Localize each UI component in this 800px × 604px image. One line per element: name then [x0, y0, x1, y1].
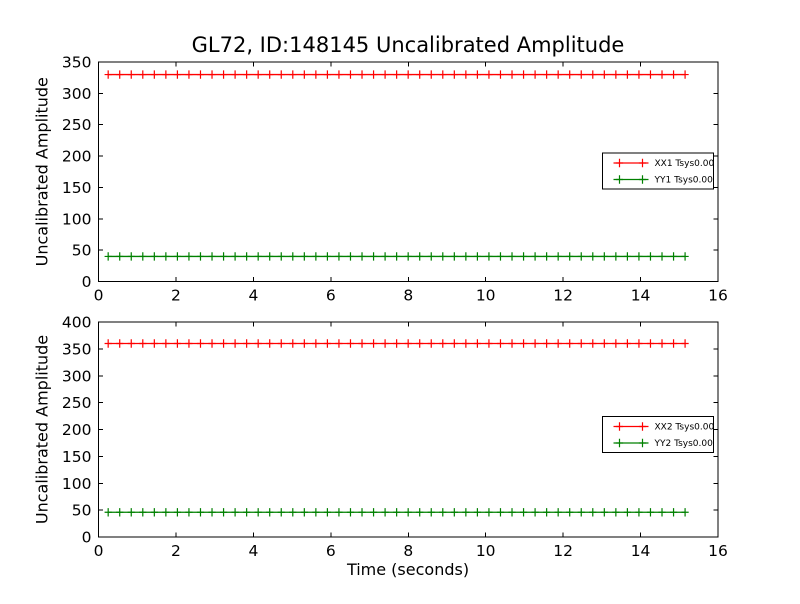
y-tick-label: 200	[62, 148, 92, 166]
y-tick-label: 0	[82, 529, 92, 547]
legend-sample-marker	[615, 175, 647, 184]
y-axis-label: Uncalibrated Amplitude	[33, 335, 52, 524]
y-tick-label: 400	[62, 314, 92, 332]
x-axis-label: Time (seconds)	[346, 560, 469, 579]
legend-sample-marker	[615, 438, 647, 448]
legend: XX2 Tsys0.00 YY2 Tsys0.00	[602, 416, 715, 453]
series-markers-YY1	[104, 252, 689, 261]
x-tick-label: 16	[708, 287, 728, 305]
legend-box	[602, 152, 714, 190]
y-tick-label: 200	[62, 421, 92, 439]
legend-entry-label: XX2 Tsys0.00	[655, 423, 715, 433]
y-tick-label: 300	[62, 367, 92, 385]
x-tick-label: 10	[476, 542, 496, 560]
y-tick-label: 300	[62, 85, 92, 103]
y-tick-label: 250	[62, 394, 92, 412]
legend-box	[602, 416, 714, 453]
figure-title: GL72, ID:148145 Uncalibrated Amplitude	[192, 33, 625, 57]
subplot-bottom: 0 2 4 6 8 10 12 14 16 0 50 100 150 200 250 300 350 400 Unc…	[33, 314, 728, 580]
y-tick-label: 0	[82, 273, 92, 291]
y-axis-label: Uncalibrated Amplitude	[33, 77, 52, 266]
x-tick-label: 14	[631, 287, 651, 305]
y-tick-label: 250	[62, 116, 92, 134]
y-tick-label: 150	[62, 179, 92, 197]
series-markers-XX1	[104, 70, 689, 79]
series-markers-YY2	[104, 508, 689, 517]
legend-sample-marker	[615, 422, 647, 431]
y-tick-label: 100	[62, 475, 92, 493]
y-tick-label: 350	[62, 340, 92, 358]
y-tick-label: 50	[72, 502, 92, 520]
series-markers-XX2	[104, 339, 689, 348]
x-tick-label: 0	[94, 287, 104, 305]
legend: XX1 Tsys0.00 YY1 Tsys0.00	[602, 152, 715, 190]
y-tick-label: 150	[62, 448, 92, 466]
subplot-top: 0 2 4 6 8 10 12 14 16 0 50 100 150 200 250 300 350 Uncali…	[33, 54, 728, 305]
x-tick-label: 14	[631, 542, 651, 560]
x-tick-label: 16	[708, 542, 728, 560]
x-tick-label: 12	[553, 542, 573, 560]
y-tick-label: 50	[72, 242, 92, 260]
legend-sample-marker	[615, 158, 647, 168]
x-tick-label: 10	[476, 287, 496, 305]
legend-entry-label: YY2 Tsys0.00	[654, 439, 714, 449]
x-tick-label: 6	[326, 542, 336, 560]
x-tick-label: 2	[171, 287, 181, 305]
x-tick-label: 8	[403, 542, 413, 560]
legend-entry-label: XX1 Tsys0.00	[655, 159, 715, 169]
x-tick-label: 4	[248, 542, 258, 560]
x-tick-label: 4	[248, 287, 258, 305]
x-tick-label: 8	[403, 287, 413, 305]
x-tick-label: 0	[94, 542, 104, 560]
y-tick-label: 100	[62, 210, 92, 228]
x-tick-label: 12	[553, 287, 573, 305]
legend-entry-label: YY1 Tsys0.00	[654, 176, 714, 186]
y-tick-label: 350	[62, 54, 92, 72]
x-tick-label: 6	[326, 287, 336, 305]
x-tick-label: 2	[171, 542, 181, 560]
